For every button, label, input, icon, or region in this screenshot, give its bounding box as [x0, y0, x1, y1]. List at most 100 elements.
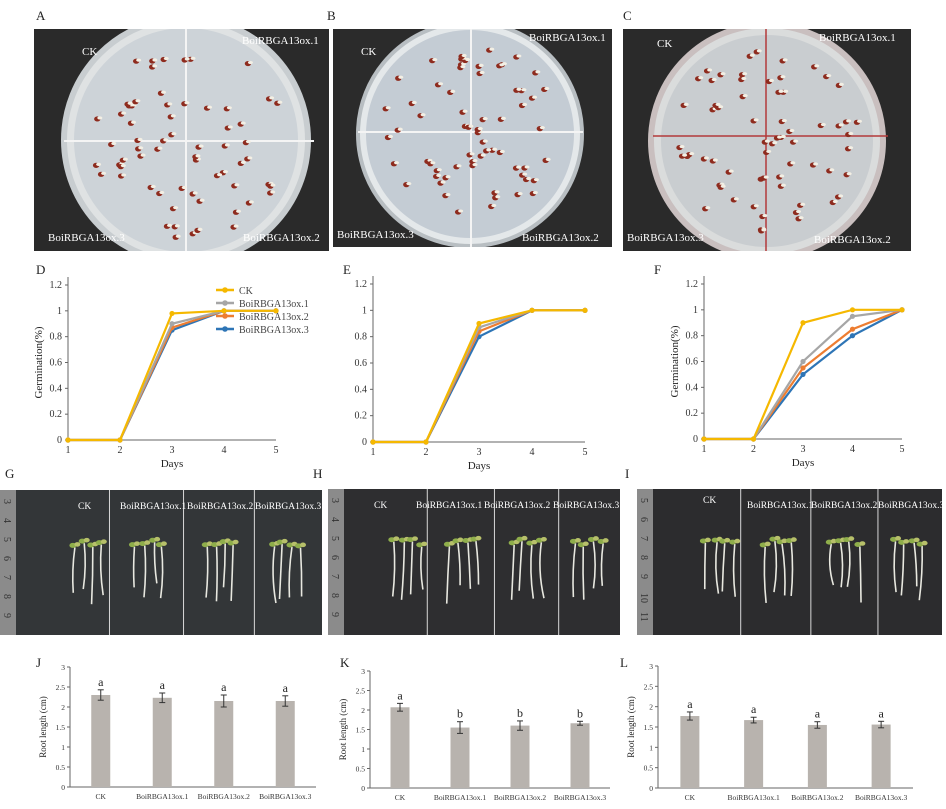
y-tick-label: 2: [61, 703, 65, 712]
y-tick-label: 2.5: [644, 682, 654, 691]
sprout: [780, 134, 786, 139]
sprout: [101, 171, 107, 175]
sprout: [516, 165, 522, 169]
seedling-root: [790, 542, 794, 597]
seedling-root: [530, 545, 535, 599]
sprout: [491, 203, 497, 208]
sprout: [813, 162, 819, 166]
seedling-root: [828, 543, 835, 586]
bar: [570, 723, 590, 788]
category-label: BoiRBGA13ox.1: [727, 793, 780, 802]
seedling-root: [732, 543, 737, 597]
sprout: [524, 165, 530, 169]
sprout: [749, 53, 755, 57]
legend-label: BoiRBGA13ox.2: [239, 312, 309, 323]
sprout: [460, 65, 466, 69]
seedling-root: [391, 541, 396, 597]
sprout: [445, 175, 451, 179]
seedling-leaf: [457, 537, 464, 543]
sprout: [500, 116, 506, 120]
sprout: [197, 227, 203, 232]
sprout: [458, 209, 464, 213]
y-tick-label: 0.8: [50, 332, 63, 343]
seedling-leaf: [83, 537, 90, 543]
seedling-root: [159, 546, 164, 599]
data-point: [800, 358, 806, 365]
sprout: [826, 73, 832, 78]
seedling-leaf: [300, 542, 307, 548]
y-tick-label: 1: [649, 743, 653, 752]
sprout: [174, 224, 180, 228]
petri-dish-c: [648, 29, 888, 251]
seedling-root: [893, 541, 897, 593]
significance-letter: a: [815, 707, 821, 721]
x-tick-label: 2: [118, 445, 123, 456]
y-tick-label: 1: [61, 743, 65, 752]
bar: [152, 697, 172, 787]
sprout: [838, 194, 844, 198]
sprout: [742, 72, 748, 76]
sprout: [682, 153, 688, 157]
y-tick-label: 0.6: [50, 358, 63, 369]
x-tick-label: 1: [66, 445, 71, 456]
sprout: [718, 105, 724, 109]
sprout: [175, 234, 181, 238]
dish-c-ox3-label: BoiRBGA13ox.3: [627, 232, 704, 244]
panel-letter-k: K: [340, 655, 350, 670]
dish-b-ox2-label: BoiRBGA13ox.2: [522, 232, 599, 244]
seedling-leaf: [704, 537, 711, 543]
x-tick-label: 1: [371, 447, 376, 458]
sprout: [152, 58, 158, 62]
ruler-number: 11: [638, 612, 649, 622]
y-tick-label: 3: [361, 667, 365, 676]
seedling-root: [153, 542, 158, 584]
seedling-root: [592, 541, 596, 589]
y-tick-label: 0.4: [355, 384, 368, 395]
y-tick-label: 0.4: [686, 382, 699, 393]
seedling-leaf: [848, 536, 855, 541]
y-tick-label: 0.4: [50, 383, 63, 394]
sprout: [532, 190, 538, 195]
sprout: [820, 122, 826, 127]
data-point: [423, 439, 429, 445]
seedling-leaf: [913, 537, 920, 543]
sprout: [461, 53, 467, 58]
sprout: [432, 58, 438, 62]
sprout: [127, 101, 133, 105]
sprout: [135, 99, 141, 103]
data-point: [899, 307, 905, 313]
seedling-root: [518, 541, 523, 591]
legend-label: BoiRBGA13ox.3: [239, 325, 309, 336]
sprout: [698, 76, 704, 80]
sprout: [140, 153, 146, 157]
data-point: [849, 313, 856, 319]
seedling-leaf: [592, 536, 599, 541]
ruler-number: 8: [1, 594, 12, 599]
y-tick-label: 0.8: [686, 331, 699, 342]
y-axis-title: Root length (cm): [338, 699, 348, 761]
sprout: [756, 49, 762, 53]
panel-letter-i: I: [625, 466, 630, 481]
seedling-leaf: [903, 539, 910, 544]
sprout: [270, 183, 276, 187]
data-point: [701, 436, 707, 442]
seedling-photo-i: 5 6 7 8 9 10 11 CK BoiRBGA13ox.1 BoiRBGA13ox.2…: [637, 489, 942, 635]
sprout: [796, 209, 802, 214]
sprout: [192, 191, 198, 195]
sprout: [199, 198, 205, 202]
seedling-i-label-ox2: BoiRBGA13ox.2: [811, 501, 878, 511]
sprout: [539, 126, 545, 130]
sprout: [233, 224, 239, 228]
data-point: [476, 320, 482, 327]
ruler-number: 3: [329, 498, 340, 503]
sprout: [398, 75, 404, 79]
x-axis-title: Days: [161, 458, 184, 470]
sprout: [111, 141, 117, 146]
sprout: [468, 124, 474, 128]
sprout: [532, 95, 538, 99]
sprout: [247, 156, 253, 160]
sprout: [705, 206, 711, 210]
sprout: [779, 174, 785, 178]
sprout: [131, 120, 137, 124]
